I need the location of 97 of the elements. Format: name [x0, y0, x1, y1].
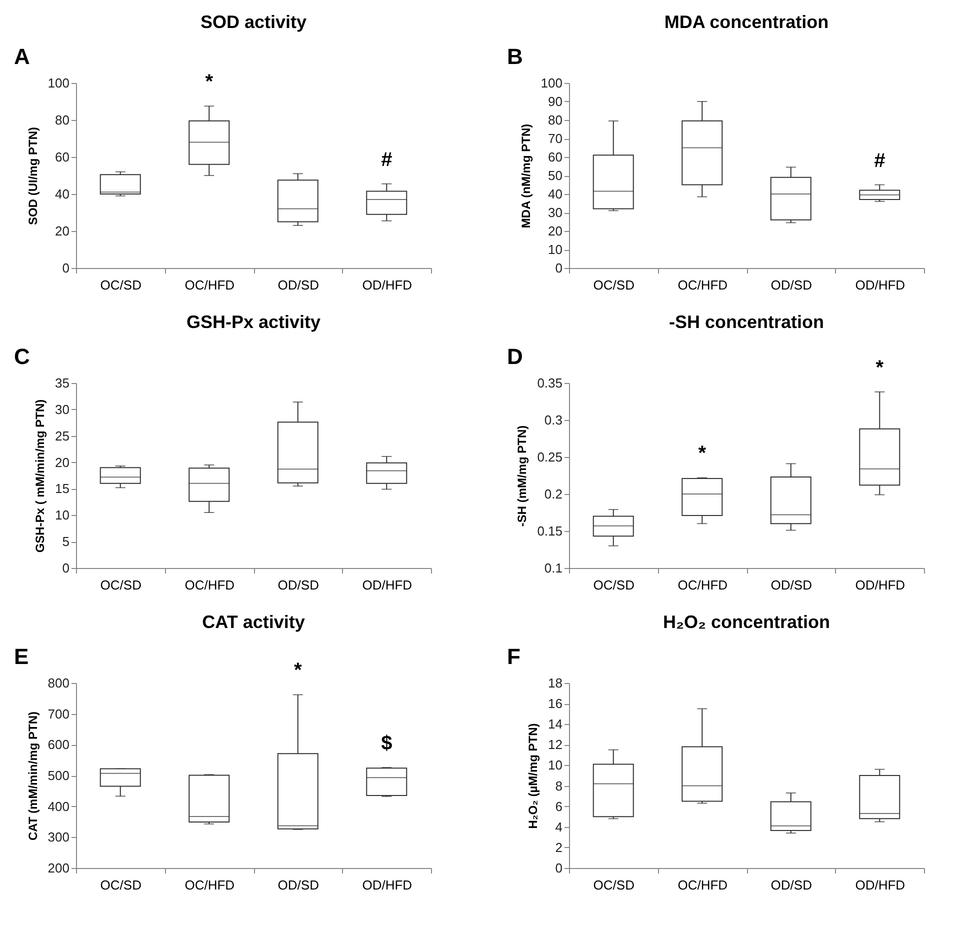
y-tick-label: 18: [548, 676, 562, 690]
y-tick-label: 20: [55, 224, 70, 238]
y-tick-label: 0.2: [544, 486, 562, 502]
y-tick-label: 0.3: [544, 412, 562, 428]
y-tick-label: 0.25: [537, 450, 562, 464]
y-tick-label: 80: [548, 112, 562, 128]
y-tick-label: 600: [48, 737, 70, 752]
annotation: #: [381, 148, 392, 171]
x-tick-label: OC/HFD: [184, 578, 235, 592]
y-tick-label: 0: [555, 860, 562, 876]
x-tick-label: OC/SD: [100, 278, 142, 292]
y-tick-label: 90: [548, 94, 562, 109]
text: B: [507, 44, 523, 69]
y-axis-title: CAT (mM/min/mg PTN): [26, 711, 40, 841]
y-tick-label: 500: [48, 768, 70, 783]
y-tick-label: 30: [548, 205, 562, 220]
x-tick-label: OD/HFD: [362, 278, 412, 292]
y-tick-label: 14: [548, 716, 562, 732]
y-tick-label: 0.1: [544, 560, 562, 576]
x-tick-label: OD/SD: [278, 878, 319, 892]
y-tick-label: 40: [55, 186, 70, 202]
y-tick-label: 8: [555, 778, 562, 794]
y-tick-label: 700: [48, 706, 70, 722]
annotation: *: [294, 660, 302, 682]
text: E: [14, 644, 29, 669]
y-tick-label: 4: [555, 819, 562, 834]
y-tick-label: 0: [62, 260, 70, 276]
y-tick-label: 60: [548, 150, 562, 164]
y-tick-label: 5: [62, 534, 70, 550]
y-axis-title: H₂O₂ (µM/mg PTN): [526, 723, 540, 829]
x-tick-label: OC/HFD: [184, 278, 235, 292]
chart-title: CAT activity: [202, 612, 305, 632]
x-tick-label: OD/HFD: [855, 278, 906, 292]
x-tick-label: OC/SD: [593, 878, 634, 892]
x-tick-label: OD/SD: [278, 578, 319, 592]
y-tick-label: 10: [548, 758, 562, 773]
y-tick-label: 2: [555, 840, 562, 855]
y-tick-label: 200: [48, 860, 70, 876]
y-axis-title: MDA (nM/mg PTN): [518, 124, 533, 228]
chart-title: SOD activity: [200, 12, 307, 32]
text: A: [14, 44, 30, 69]
y-tick-label: 10: [55, 508, 70, 523]
chart-title: GSH-Px activity: [186, 312, 321, 332]
x-tick-label: OC/SD: [100, 578, 142, 592]
y-tick-label: 40: [548, 186, 562, 202]
annotation: *: [205, 71, 214, 94]
y-tick-label: 800: [48, 676, 70, 690]
chart-title: H₂O₂ concentration: [662, 612, 830, 632]
y-axis-title: -SH (mM/mg PTN): [515, 425, 530, 527]
y-tick-label: 60: [55, 150, 70, 164]
x-tick-label: OC/HFD: [678, 878, 728, 892]
x-tick-label: OC/HFD: [678, 578, 728, 592]
y-tick-label: 0.15: [537, 524, 562, 538]
x-tick-label: OC/SD: [100, 878, 142, 892]
annotation: #: [874, 150, 886, 172]
y-axis-title: SOD (UI/mg PTN): [26, 127, 40, 225]
y-tick-label: 50: [548, 168, 562, 183]
x-tick-label: OD/HFD: [855, 878, 906, 892]
x-tick-label: OD/SD: [278, 278, 319, 292]
y-tick-label: 10: [548, 242, 562, 257]
y-tick-label: 0: [555, 260, 562, 276]
y-tick-label: 100: [540, 76, 562, 90]
y-tick-label: 0.35: [537, 376, 562, 390]
x-tick-label: OC/SD: [593, 578, 634, 592]
y-tick-label: 6: [555, 798, 562, 814]
x-tick-label: OC/HFD: [184, 878, 235, 892]
annotation: $: [381, 732, 392, 754]
y-tick-label: 20: [548, 224, 562, 238]
text: F: [507, 644, 520, 669]
y-tick-label: 35: [55, 376, 70, 390]
y-tick-label: 20: [55, 454, 70, 470]
x-tick-label: OC/HFD: [678, 278, 728, 292]
x-tick-label: OD/HFD: [362, 578, 412, 592]
y-tick-label: 300: [48, 830, 70, 845]
y-tick-label: 70: [548, 131, 562, 146]
x-tick-label: OC/SD: [593, 278, 634, 292]
y-tick-label: 100: [48, 76, 70, 90]
x-tick-label: OD/SD: [770, 278, 812, 292]
y-tick-label: 80: [55, 112, 70, 128]
text: C: [14, 344, 30, 369]
y-axis-title: GSH-Px ( mM/min/mg PTN): [33, 399, 48, 553]
y-tick-label: 15: [55, 481, 70, 496]
text: D: [507, 344, 523, 369]
y-tick-label: 12: [548, 737, 562, 752]
x-tick-label: OD/SD: [770, 878, 812, 892]
y-tick-label: 30: [55, 402, 70, 417]
chart-title: MDA concentration: [664, 12, 829, 32]
annotation: *: [876, 356, 884, 379]
y-tick-label: 0: [62, 560, 70, 576]
x-tick-label: OD/SD: [770, 578, 812, 592]
x-tick-label: OD/HFD: [362, 878, 412, 892]
y-tick-label: 25: [55, 428, 70, 444]
chart-title: -SH concentration: [668, 312, 824, 332]
annotation: *: [698, 442, 706, 465]
x-tick-label: OD/HFD: [855, 578, 906, 592]
y-tick-label: 16: [548, 696, 562, 712]
y-tick-label: 400: [48, 798, 70, 814]
